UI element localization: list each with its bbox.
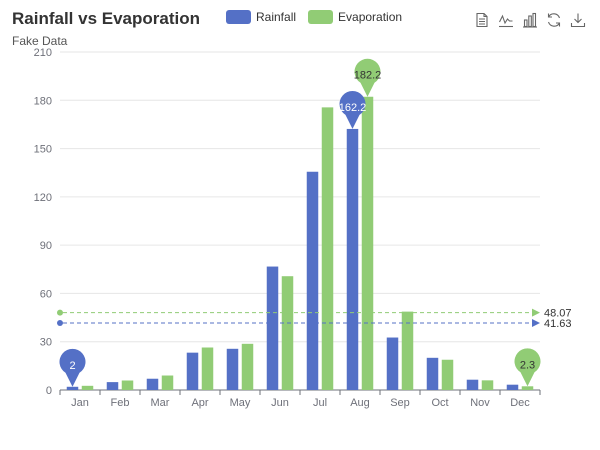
- bar-evaporation-aug: [361, 96, 374, 391]
- y-tick-label: 120: [34, 192, 52, 204]
- y-tick-label: 150: [34, 144, 52, 156]
- markline-arrow-evaporation: [532, 308, 540, 317]
- y-tick-label: 210: [34, 47, 52, 59]
- data-view-button[interactable]: [474, 12, 490, 28]
- x-tick-label: May: [230, 397, 251, 409]
- legend: Rainfall Evaporation: [226, 10, 414, 24]
- markpoint-min-evaporation: [514, 348, 541, 387]
- line-chart-button[interactable]: [498, 12, 514, 28]
- markpoint-label-min-rainfall: 2: [69, 360, 75, 372]
- bar-rainfall-jul: [306, 171, 319, 390]
- save-image-button[interactable]: [570, 12, 586, 28]
- bar-evaporation-may: [241, 343, 254, 390]
- markline-label-rainfall: 41.63: [544, 318, 572, 330]
- legend-swatch-evaporation: [308, 10, 334, 24]
- x-tick-label: Jun: [271, 397, 289, 409]
- restore-icon: [547, 13, 561, 27]
- markline-start-rainfall: [57, 319, 63, 326]
- markline-start-evaporation: [57, 309, 63, 316]
- bar-evaporation-jan: [81, 385, 94, 390]
- bar-rainfall-sep: [386, 337, 399, 390]
- bar-rainfall-may: [226, 348, 239, 390]
- bar-evaporation-oct: [441, 359, 454, 390]
- save-image-icon: [570, 13, 586, 28]
- bar-rainfall-dec: [506, 384, 519, 390]
- y-tick-label: 30: [40, 337, 52, 349]
- data-view-icon: [476, 12, 488, 28]
- chart-subtitle: Fake Data: [12, 34, 68, 48]
- bar-evaporation-sep: [401, 311, 414, 390]
- x-tick-label: Jul: [313, 397, 327, 409]
- bar-chart-icon: [523, 12, 537, 28]
- x-tick-label: Sep: [390, 397, 410, 409]
- bar-rainfall-jan: [66, 386, 79, 390]
- x-tick-label: Aug: [350, 397, 370, 409]
- x-tick-label: Nov: [470, 397, 490, 409]
- markpoint-min-rainfall: [59, 348, 86, 387]
- y-tick-label: 60: [40, 288, 52, 300]
- markline-label-evaporation: 48.07: [544, 308, 572, 320]
- legend-label-rainfall: Rainfall: [256, 10, 297, 24]
- x-tick-label: Feb: [111, 397, 130, 409]
- x-tick-label: Mar: [151, 397, 170, 409]
- bar-rainfall-mar: [146, 378, 159, 390]
- bar-rainfall-jun: [266, 266, 279, 390]
- legend-swatch-rainfall: [226, 10, 251, 24]
- bar-chart-button[interactable]: [522, 12, 538, 28]
- x-tick-label: Dec: [510, 397, 530, 409]
- bar-evaporation-mar: [161, 375, 174, 390]
- chart-title: Rainfall vs Evaporation: [12, 9, 200, 28]
- bar-evaporation-feb: [121, 380, 134, 390]
- bar-rainfall-nov: [466, 379, 479, 390]
- bar-evaporation-jul: [321, 107, 334, 391]
- y-tick-label: 0: [46, 385, 52, 397]
- line-chart-icon: [499, 14, 513, 28]
- bar-rainfall-aug: [346, 128, 359, 390]
- legend-item-evaporation[interactable]: Evaporation: [308, 10, 402, 24]
- markpoint-max-rainfall: [339, 90, 366, 129]
- bar-evaporation-dec: [521, 386, 534, 390]
- x-tick-label: Jan: [71, 397, 89, 409]
- x-tick-label: Oct: [431, 397, 448, 409]
- markline-arrow-rainfall: [532, 318, 540, 327]
- markpoint-label-max-evaporation: 182.2: [354, 70, 382, 82]
- bar-evaporation-apr: [201, 347, 214, 390]
- markpoint-label-min-evaporation: 2.3: [520, 359, 535, 371]
- legend-item-rainfall[interactable]: Rainfall: [226, 10, 296, 24]
- bar-evaporation-jun: [281, 276, 294, 390]
- x-tick-label: Apr: [191, 397, 208, 409]
- bar-rainfall-feb: [106, 382, 119, 390]
- y-tick-label: 90: [40, 240, 52, 252]
- legend-label-evaporation: Evaporation: [338, 10, 403, 24]
- y-tick-label: 180: [34, 95, 52, 107]
- bar-rainfall-oct: [426, 357, 439, 390]
- toolbox: [466, 12, 586, 28]
- markpoint-max-evaporation: [354, 58, 381, 97]
- bar-evaporation-nov: [481, 380, 494, 390]
- markpoint-label-max-rainfall: 162.2: [339, 102, 367, 114]
- restore-button[interactable]: [546, 12, 562, 28]
- bar-rainfall-apr: [186, 352, 199, 390]
